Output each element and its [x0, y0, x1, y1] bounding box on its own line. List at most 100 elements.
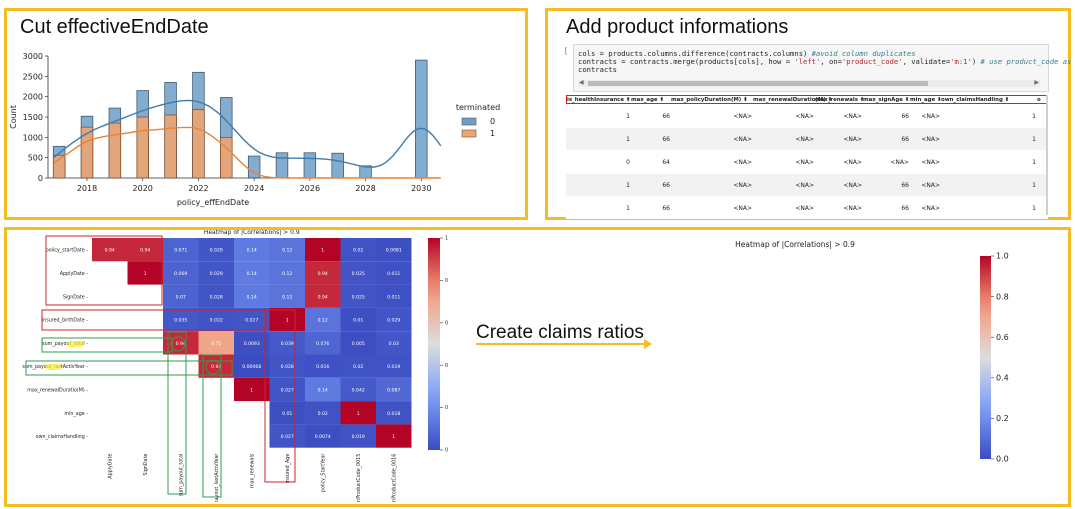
x-axis-label: policy_effEndDate [177, 198, 249, 207]
x-tick-label: 2028 [355, 184, 375, 193]
code-scrollbar[interactable]: ◀ ▶ [578, 80, 1040, 87]
heatmap-cell-label: 0.94 [318, 294, 328, 300]
colorbar [428, 238, 440, 450]
heatmap-right: Heatmap of |Correlations| > 0.91.00.80.6… [665, 230, 1065, 502]
y-tick-label: 0 [38, 174, 43, 183]
code-text: cols = products.columns.difference(contr… [578, 50, 1075, 74]
histogram-chart: 0500100015002000250030002018 2020 2022 2024… [4, 46, 528, 216]
table-cell: <NA> [795, 205, 814, 212]
heatmap-row-label: insured_birthDate - [42, 318, 88, 324]
heatmap-row-label: own_claimsHandling - [36, 434, 89, 440]
heatmap-cell-label: 0.14 [247, 248, 257, 254]
heatmap-cell-label: 0.005 [352, 341, 365, 347]
heatmap-col-label: MainProductCode_0015 [356, 454, 362, 502]
heatmap-row-label: min_age - [64, 411, 88, 417]
heatmap-cell-label: 0.14 [247, 271, 257, 277]
table-cell: 1 [1032, 113, 1036, 120]
heatmap-cell-label: 0.02 [353, 248, 363, 254]
heatmap-cell-label: 0.025 [352, 271, 365, 277]
bar-terminated-0 [276, 153, 288, 178]
colorbar-tick-label: 0.8 [445, 278, 448, 284]
y-tick-label: 500 [28, 154, 43, 163]
table-header-cell[interactable]: own_claimsHandling ⬍ [941, 97, 1009, 103]
y-tick-label: 1500 [23, 113, 43, 122]
table-cell: 66 [662, 205, 670, 212]
heatmap-col-label: sum_payout_total [179, 454, 185, 497]
colorbar-tick-label: 0.8 [996, 292, 1009, 301]
heatmap-cell-label: 0.02 [353, 364, 363, 370]
table-header-cell[interactable]: min_age ⬍ [910, 97, 942, 103]
cell-marker: [ [565, 48, 567, 55]
heatmap-cell-label: 0.069 [174, 271, 187, 277]
table-cell: <NA> [843, 159, 862, 166]
table-cell: 66 [662, 113, 670, 120]
colorbar-tick-label: 0.6 [996, 333, 1009, 342]
table-header-cell[interactable]: max_age ⬍ [631, 97, 664, 103]
table-header-cell[interactable]: o [1037, 97, 1041, 103]
heatmap-cell-label: 0.01 [353, 318, 363, 324]
create-claims-ratios-label: Create claims ratios [476, 322, 644, 344]
table-cell: 1 [626, 182, 630, 189]
y-tick-label: 1000 [23, 133, 43, 142]
heatmap-cell-label: 0.12 [282, 294, 292, 300]
heatmap-cell-label: 0.028 [210, 294, 223, 300]
colorbar-tick-label: 0.0 [996, 455, 1009, 464]
table-cell: <NA> [733, 113, 752, 120]
table-row: 1 66 <NA> <NA> <NA> 66 <NA> 1 [566, 197, 1048, 219]
bar-terminated-1 [81, 127, 93, 178]
table-cell: <NA> [733, 182, 752, 189]
heatmap-cell-label: 0.027 [245, 318, 258, 324]
heatmap-cell-label: 0.029 [210, 248, 223, 254]
heatmap-col-label: insured_Age [285, 454, 291, 483]
heatmap-cell-label: 0.027 [281, 434, 294, 440]
heatmap-cell-label: 0.71 [211, 341, 221, 347]
table-cell: <NA> [921, 182, 940, 189]
scroll-left-icon[interactable]: ◀ [579, 80, 584, 87]
table-row: 1 66 <NA> <NA> <NA> 66 <NA> 1 [566, 128, 1048, 150]
table-cell: <NA> [890, 159, 909, 166]
heatmap-col-label: ApplyDate [108, 454, 114, 479]
bar-terminated-1 [193, 110, 205, 178]
heatmap-cell-label: 1 [286, 318, 289, 324]
heatmap-cell-label: 0.14 [318, 387, 328, 393]
highlight-payout-word [46, 364, 61, 370]
heatmap-cell-label: 0.01 [282, 411, 292, 417]
heatmap-cell-label: 0.011 [387, 271, 400, 277]
heatmap-cell-label: 0.039 [281, 341, 294, 347]
table-cell: 66 [901, 113, 909, 120]
table-cell: 64 [662, 159, 670, 166]
heatmap-row-label: ApplyDate - [60, 271, 89, 277]
legend-label-0: 0 [490, 117, 495, 126]
table-header-cell[interactable]: max_renewals ⬍ [815, 97, 864, 103]
table-header-cell[interactable]: max_policyDuration(M) ⬍ [671, 97, 748, 103]
bar-terminated-0 [415, 60, 427, 178]
table-cell: <NA> [921, 113, 940, 120]
arrow-head-icon [644, 339, 652, 349]
heatmap-cell-label: 0.025 [352, 294, 365, 300]
table-cell: 66 [901, 205, 909, 212]
table-row: 1 66 <NA> <NA> <NA> 66 <NA> 1 [566, 105, 1048, 127]
scroll-right-icon[interactable]: ▶ [1034, 80, 1039, 87]
heatmap-cell-label: 0.016 [316, 364, 329, 370]
heatmap-cell-label: 0.018 [387, 411, 400, 417]
heatmap-cell-label: 0.022 [210, 318, 223, 324]
table-cell: <NA> [795, 159, 814, 166]
heatmap-cell-label: 1 [357, 411, 360, 417]
code-scrollbar-thumb[interactable] [588, 81, 928, 86]
table-header-cell[interactable]: max_signAge ⬍ [863, 97, 909, 103]
histogram-panel-title: Cut effectiveEndDate [20, 16, 209, 39]
y-axis-label: Count [9, 105, 18, 129]
heatmap-cell-label: 0.12 [282, 271, 292, 277]
heatmap-cell-label: 0.94 [105, 248, 115, 254]
panel2-title-text: Add product informations [566, 16, 788, 38]
table-cell: <NA> [921, 136, 940, 143]
table-header-cell[interactable]: is_healthInsurance ⬍ [567, 97, 630, 103]
table-header: is_healthInsurance ⬍ max_age ⬍ max_policyD… [566, 95, 1048, 104]
table-cell: 1 [1032, 205, 1036, 212]
table-cell: <NA> [843, 205, 862, 212]
heatmap-col-label: SignDate [143, 454, 149, 476]
table-scroll-edge[interactable] [1046, 95, 1048, 215]
heatmap-row-label: policy_startDate - [46, 248, 89, 254]
heatmap-row-label: max_renewalDuratio(M) - [27, 387, 88, 393]
table-cell: <NA> [733, 159, 752, 166]
